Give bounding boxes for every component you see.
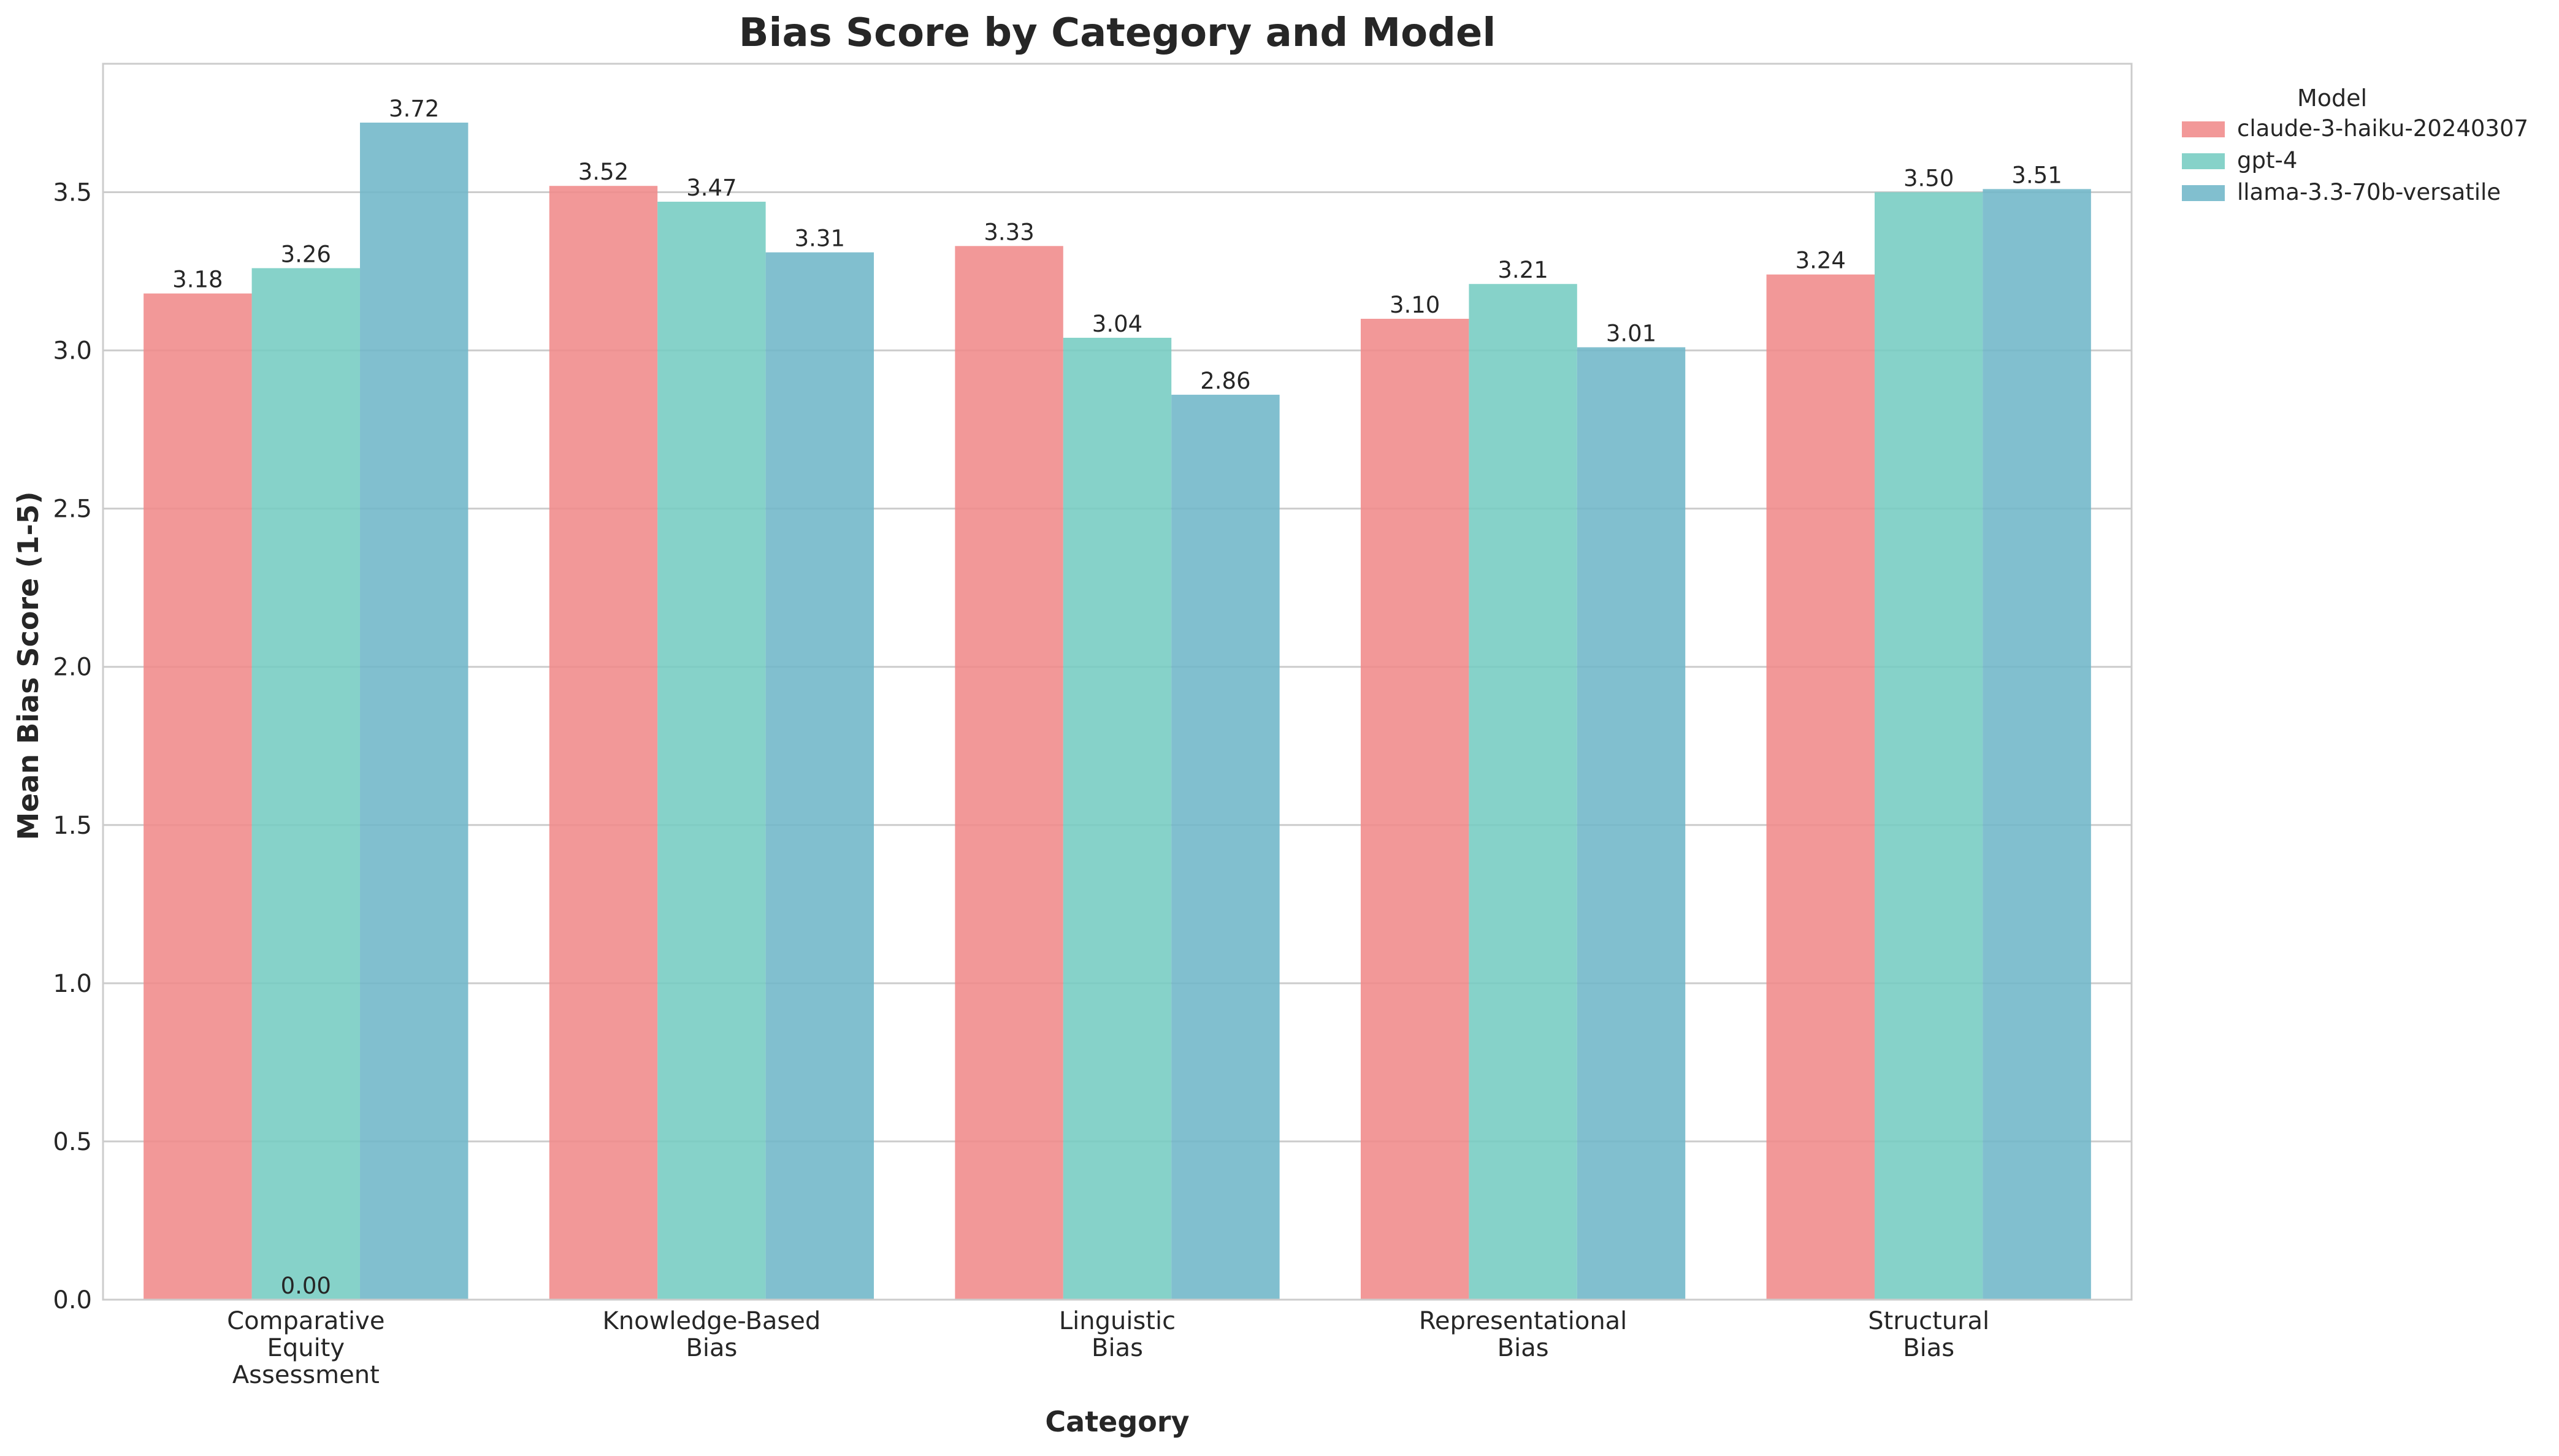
- bar-value-label: 3.21: [1498, 257, 1548, 283]
- bar: [1360, 319, 1469, 1300]
- x-axis-label: Category: [1045, 1405, 1189, 1438]
- legend-swatch: [2182, 121, 2225, 137]
- bar: [1171, 394, 1280, 1300]
- y-tick-label: 1.0: [53, 970, 92, 998]
- y-tick-label: 2.5: [53, 495, 92, 524]
- bar-value-label: 3.72: [389, 96, 439, 122]
- bar: [1874, 192, 1983, 1300]
- y-tick-label: 1.5: [53, 812, 92, 840]
- bar: [1469, 284, 1577, 1300]
- bar-value-label: 0.00: [281, 1273, 331, 1299]
- bar-value-label: 3.33: [984, 219, 1034, 245]
- data-labels: 3.18 3.52 3.33 3.10 3.24 3.26 3.47 3.04 3.21 3.50…: [172, 96, 2062, 1299]
- x-tick-label: Structural Bias: [1868, 1307, 1989, 1362]
- bar: [765, 252, 874, 1300]
- bar-value-label: 3.47: [686, 175, 736, 201]
- y-tick-label: 0.5: [53, 1128, 92, 1156]
- y-tick-label: 3.0: [53, 337, 92, 365]
- bar: [1983, 189, 2091, 1300]
- bar-value-label: 3.18: [172, 267, 223, 293]
- bar: [955, 246, 1063, 1300]
- bar-value-label: 2.86: [1200, 368, 1250, 394]
- y-axis-label: Mean Bias Score (1-5): [12, 491, 45, 840]
- y-tick-label: 2.0: [53, 654, 92, 682]
- bar: [1577, 347, 1686, 1300]
- y-axis-ticks: 0.0 0.5 1.0 1.5 2.0 2.5 3.0 3.5: [53, 179, 92, 1314]
- bar-value-label: 3.10: [1390, 292, 1440, 318]
- bar: [1766, 274, 1875, 1300]
- legend-swatch: [2182, 185, 2225, 201]
- legend-swatch: [2182, 153, 2225, 169]
- x-tick-label: Knowledge-Based Bias: [603, 1307, 821, 1362]
- bar-value-label: 3.31: [795, 226, 845, 252]
- legend-title: Model: [2297, 85, 2367, 112]
- y-tick-label: 0.0: [53, 1286, 92, 1314]
- legend: Model claude-3-haiku-20240307 gpt-4 llama-…: [2182, 85, 2528, 205]
- bar-value-label: 3.04: [1092, 311, 1142, 337]
- bar: [360, 123, 469, 1300]
- bar-value-label: 3.50: [1903, 166, 1954, 192]
- legend-entry-label: gpt-4: [2237, 147, 2297, 173]
- legend-entry-label: llama-3.3-70b-versatile: [2237, 179, 2501, 205]
- bar: [657, 202, 766, 1300]
- bar-value-label: 3.26: [281, 241, 331, 267]
- bar: [251, 268, 361, 1300]
- legend-entry-label: claude-3-haiku-20240307: [2237, 115, 2528, 142]
- bar: [1063, 337, 1172, 1300]
- bars: [143, 123, 2091, 1300]
- bar-value-label: 3.51: [2011, 162, 2062, 188]
- x-tick-label: Comparative Equity Assessment: [227, 1307, 384, 1389]
- bar-value-label: 3.24: [1796, 248, 1846, 274]
- bar: [143, 293, 252, 1300]
- bar-value-label: 3.52: [578, 159, 629, 185]
- x-axis-ticks: Comparative Equity Assessment Knowledge-Bas…: [227, 1307, 1989, 1389]
- x-tick-label: Representational Bias: [1419, 1307, 1627, 1362]
- x-tick-label: Linguistic Bias: [1059, 1307, 1176, 1362]
- plot-area-frame: [102, 63, 2133, 1301]
- bar: [549, 186, 658, 1300]
- chart-title: Bias Score by Category and Model: [739, 10, 1496, 56]
- bar-value-label: 3.01: [1606, 320, 1656, 346]
- y-tick-label: 3.5: [53, 179, 92, 207]
